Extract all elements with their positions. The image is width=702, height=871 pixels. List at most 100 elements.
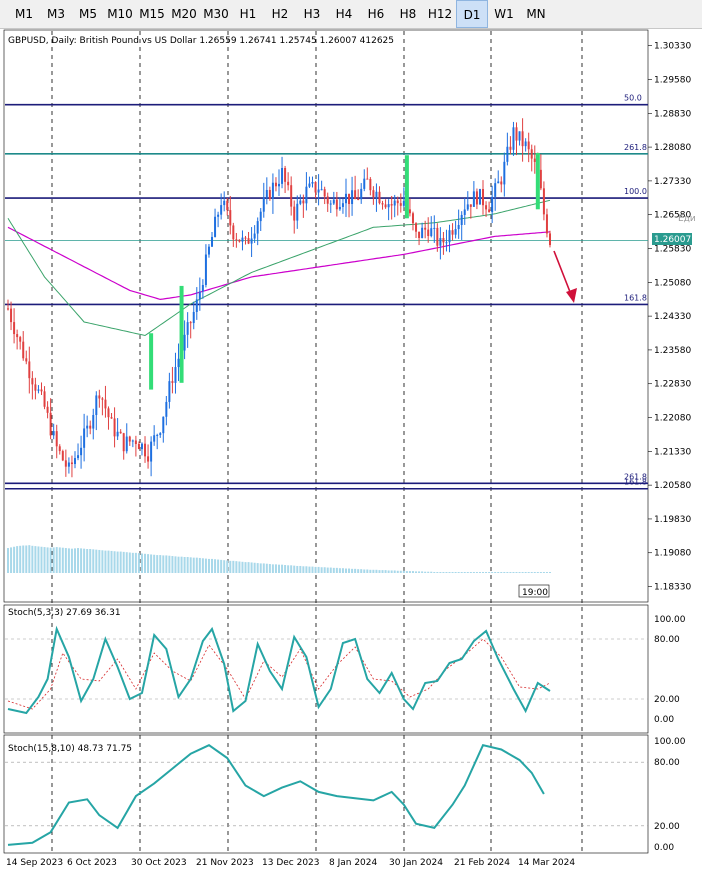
timeframe-button-h8[interactable]: H8: [399, 7, 417, 21]
timeframe-button-m10[interactable]: M10: [107, 7, 133, 21]
volume-bar: [500, 572, 503, 573]
volume-bar: [512, 572, 515, 573]
main-pane-frame: [3, 29, 649, 603]
price-label: 1.22830: [654, 380, 691, 390]
candle-body: [299, 200, 302, 204]
time-tag-bg: [518, 584, 550, 598]
candle-body: [274, 182, 277, 187]
volume-bar: [369, 569, 372, 573]
stoch1-signal-line: [7, 638, 551, 710]
candle-body: [86, 425, 89, 429]
timeframe-button-m3[interactable]: M3: [47, 7, 65, 21]
volume-bar: [137, 553, 140, 573]
volume-bar: [229, 560, 232, 573]
highlight-candle: [149, 333, 154, 390]
volume-bar: [274, 564, 277, 573]
candle-body: [147, 456, 150, 462]
ma-fast-line: [7, 199, 551, 337]
candle-body: [268, 189, 271, 199]
volume-bar: [539, 572, 542, 573]
volume-bar: [536, 572, 539, 573]
timeframe-button-d1[interactable]: D1: [456, 0, 488, 28]
candle-body: [478, 189, 481, 205]
candle-body: [153, 435, 156, 442]
volume-bar: [253, 562, 256, 573]
volume-bar: [311, 566, 314, 573]
volume-bar: [86, 549, 89, 573]
candle-body: [545, 214, 548, 234]
volume-bar: [256, 563, 259, 573]
timeframe-button-h1[interactable]: H1: [239, 7, 257, 21]
volume-bar: [110, 550, 113, 573]
stoch2-axis-label: 100.00: [654, 737, 686, 747]
stoch1-axis-label: 80.00: [654, 635, 680, 645]
timeframe-button-m1[interactable]: M1: [15, 7, 33, 21]
candle-body: [363, 178, 366, 189]
candle-body: [284, 168, 287, 182]
candle-body: [491, 196, 494, 213]
candle-body: [159, 433, 162, 435]
candle-body: [204, 254, 207, 285]
volume-bar: [67, 548, 70, 573]
timeframe-button-m20[interactable]: M20: [171, 7, 197, 21]
fib-level-label: 261.8: [624, 143, 647, 152]
volume-bar: [198, 557, 201, 573]
date-label: 30 Oct 2023: [131, 858, 187, 868]
timeframe-button-h3[interactable]: H3: [303, 7, 321, 21]
candle-body: [344, 193, 347, 204]
timeframe-button-h12[interactable]: H12: [427, 7, 453, 21]
timeframe-button-m15[interactable]: M15: [139, 7, 165, 21]
volume-bar: [13, 546, 16, 573]
candle-body: [201, 284, 204, 292]
symbol-header: GBPUSD, Daily: British Pound vs US Dolla…: [8, 36, 394, 46]
timeframe-button-m30[interactable]: M30: [203, 7, 229, 21]
candle-body: [515, 127, 518, 141]
candle-body: [372, 190, 375, 197]
candle-body: [192, 311, 195, 324]
candle-body: [162, 416, 165, 434]
volume-bar: [293, 565, 296, 573]
price-label: 1.22080: [654, 414, 691, 424]
candle-body: [195, 299, 198, 312]
timeframe-button-mn[interactable]: MN: [526, 7, 546, 21]
price-axis: 14 Sep 2023 6 Oct 2023 30 Oct 2023 21 Nov 2…: [6, 42, 691, 868]
volume-bar: [518, 572, 521, 573]
volume-bar: [223, 560, 226, 573]
volume-bar: [278, 564, 280, 573]
timeframe-button-h6[interactable]: H6: [367, 7, 385, 21]
candle-body: [424, 227, 427, 230]
volume-bar: [134, 552, 137, 573]
volume-bars: [7, 545, 551, 573]
candle-body: [457, 224, 460, 230]
timeframe-button-h4[interactable]: H4: [335, 7, 353, 21]
volume-bar: [25, 545, 28, 573]
timeframe-button-m5[interactable]: M5: [79, 7, 97, 21]
timeframe-button-w1[interactable]: W1: [494, 7, 514, 21]
price-label: 1.18330: [654, 583, 691, 593]
candle-body: [390, 204, 393, 206]
candle-body: [290, 185, 293, 207]
side-label: Еди: [678, 214, 696, 224]
candle-body: [509, 146, 512, 150]
fib-level-label: 50.0: [624, 94, 642, 103]
volume-bar: [475, 572, 478, 573]
volume-bar: [363, 569, 366, 573]
candle-body: [482, 189, 485, 206]
current-price-tag-bg: [652, 233, 692, 245]
volume-bar: [314, 566, 317, 573]
volume-bar: [92, 549, 95, 573]
timeframe-button-h2[interactable]: H2: [271, 7, 289, 21]
candle-body: [89, 425, 92, 429]
candle-body: [439, 238, 442, 246]
volume-bar: [95, 549, 98, 573]
volume-bar: [140, 553, 143, 573]
volume-bar: [332, 567, 335, 573]
candle-body: [329, 203, 332, 205]
volume-bar: [220, 559, 223, 573]
candle-body: [67, 462, 70, 467]
price-label: 1.28080: [654, 143, 691, 153]
candle-body: [232, 225, 235, 240]
volume-bar: [326, 567, 329, 573]
volume-bar: [83, 548, 86, 573]
